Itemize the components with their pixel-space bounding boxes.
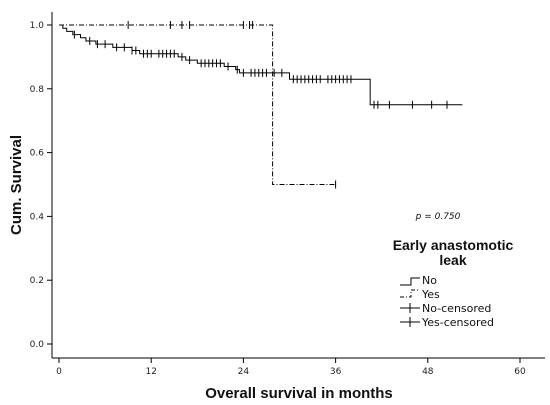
y-axis: 0.0 0.2 0.4 0.6 0.8 1.0 [30, 12, 53, 358]
series-no [59, 24, 463, 109]
y-tick-label: 0.8 [30, 85, 45, 95]
x-tick-label: 36 [330, 367, 342, 377]
p-value-annotation: p = 0.750 [415, 212, 461, 222]
legend-title-line2: leak [439, 252, 466, 268]
x-axis: 0 12 24 36 48 60 [52, 357, 545, 377]
x-tick-label: 60 [514, 367, 526, 377]
legend-entry-no: No [400, 274, 437, 287]
survival-curve-no [59, 24, 463, 106]
legend: Early anastomotic leak No Yes No-censore… [393, 237, 514, 329]
legend-swatch-dashdot [400, 289, 420, 298]
x-ticks: 0 12 24 36 48 60 [56, 358, 526, 377]
series-yes [59, 21, 337, 189]
y-axis-title: Cum. Survival [8, 135, 25, 235]
series-layer [59, 21, 463, 189]
legend-entry-yes-censored: Yes-censored [400, 316, 494, 329]
survival-curve-yes [59, 24, 336, 185]
y-ticks: 0.0 0.2 0.4 0.6 0.8 1.0 [30, 21, 52, 350]
legend-swatch-solid [400, 277, 420, 286]
legend-entry-yes: Yes [400, 288, 440, 301]
legend-label-no-censored: No-censored [422, 302, 491, 315]
y-tick-label: 0.2 [30, 276, 44, 286]
x-tick-label: 24 [238, 367, 250, 377]
y-tick-label: 0.4 [30, 212, 45, 222]
x-tick-label: 0 [56, 367, 62, 377]
y-tick-label: 1.0 [30, 21, 45, 31]
x-axis-title: Overall survival in months [205, 385, 393, 402]
y-tick-label: 0.0 [30, 340, 45, 350]
y-tick-label: 0.6 [30, 149, 45, 159]
legend-label-no: No [422, 274, 437, 287]
legend-entry-no-censored: No-censored [400, 302, 491, 315]
x-tick-label: 48 [422, 367, 434, 377]
legend-label-yes: Yes [421, 288, 440, 301]
x-tick-label: 12 [145, 367, 156, 377]
legend-title-line1: Early anastomotic [393, 237, 514, 253]
legend-label-yes-censored: Yes-censored [421, 316, 494, 329]
